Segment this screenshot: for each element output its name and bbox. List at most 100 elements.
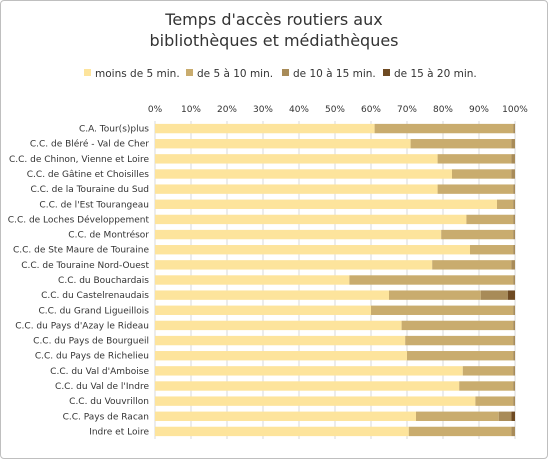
bar-segment-series-2 [462,366,514,376]
bar-segment-series-2 [441,229,514,240]
bar-segment-series-1 [155,229,442,240]
chart-title-line-1: Temps d'accès routiers aux [165,10,383,29]
bar-segment-series-3 [513,184,515,194]
bar-segment-series-1 [155,411,416,421]
legend-label-5-a-10-min: de 5 à 10 min. [197,68,274,80]
bar-segment-series-2 [410,139,512,149]
bar-segment-series-1 [155,139,411,149]
chart-legend: moins de 5 min. de 5 à 10 min. de 10 à 1… [0,68,548,84]
legend-item-moins-de-5-min: moins de 5 min. [84,68,180,80]
category-label: C.C. du Val d'Amboise [50,367,149,377]
category-label: C.C. de Loches Développement [8,214,150,225]
legend-label-10-a-15-min: de 10 à 15 min. [293,68,376,80]
bar-segment-series-1 [155,123,375,134]
bar-segment-series-1 [155,426,409,437]
bar-segment-series-3 [511,426,515,437]
bar-segment-series-2 [407,351,514,361]
bar-segment-series-2 [459,381,514,391]
bar-segment-series-2 [470,245,514,255]
category-label: C.C. du Grand Ligueillois [38,306,149,316]
bar-segment-series-2 [432,260,512,270]
bar-segment-series-1 [155,320,402,331]
category-label: C.C. du Pays de Richelieu [35,352,149,362]
bar-segment-series-2 [497,199,514,209]
chart-title: Temps d'accès routiers aux bibliothèques… [0,9,548,51]
legend-label-moins-de-5-min: moins de 5 min. [95,68,180,80]
bar-segment-series-1 [155,275,350,285]
category-label: C.C. Pays de Racan [63,412,149,422]
bar-segment-series-2 [475,396,514,406]
x-tick-label: 60% [361,105,381,115]
category-label: C.C. du Castelrenaudais [41,291,149,301]
x-tick-label: 0% [148,105,163,115]
bar-segment-series-2 [401,320,514,331]
category-label: C.C. du Val de l'Indre [55,382,149,392]
x-tick-label: 20% [217,105,237,115]
category-label: C.A. Tour(s)plus [79,125,149,135]
x-tick-label: 50% [325,105,345,115]
x-tick-label: 10% [181,105,201,115]
category-label: C.C. du Vouvrillon [69,397,149,407]
bar-segment-series-1 [155,351,407,361]
bar-segment-series-1 [155,366,463,376]
bar-segment-series-3 [513,305,515,315]
bar-segment-series-3 [513,381,515,391]
legend-swatch-15-a-20-min [383,69,390,76]
bar-segment-series-3 [513,245,515,255]
bar-segment-series-3 [511,169,515,179]
x-tick-label: 30% [253,105,273,115]
bar-segment-series-1 [155,396,476,406]
bar-segment-series-3 [513,229,515,240]
x-tick-label: 70% [397,105,417,115]
bar-segment-series-3 [513,366,515,376]
legend-label-15-a-20-min: de 15 à 20 min. [394,68,477,80]
category-label: C.C. de Chinon, Vienne et Loire [9,155,149,165]
legend-swatch-moins-de-5-min [84,69,91,76]
bar-segment-series-2 [437,154,512,164]
category-label: C.C. du Pays de Bourgueil [33,337,149,347]
category-label: C.C. de Montrésor [68,230,149,241]
bar-segment-series-2 [374,123,514,134]
bar-segment-series-4 [511,411,515,421]
x-tick-label: 90% [469,105,489,115]
category-label: Indre et Loire [89,427,149,437]
bar-segment-series-3 [513,123,515,134]
bar-segment-series-1 [155,199,497,209]
bar-segment-series-3 [513,214,515,225]
bar-segment-series-2 [416,411,499,421]
bar-segment-series-1 [155,381,460,391]
bar-segment-series-1 [155,154,438,164]
bar-segment-series-3 [513,275,515,285]
bar-segment-series-3 [511,154,515,164]
bar-segment-series-3 [513,351,515,361]
category-label: C.C. de Touraine Nord-Ouest [21,261,149,271]
x-tick-label: 80% [433,105,453,115]
bar-segment-series-3 [513,396,515,406]
bar-segment-series-1 [155,169,452,179]
bar-segment-series-2 [437,184,514,194]
bar-segment-series-4 [507,290,515,300]
bar-segment-series-3 [513,199,515,209]
bar-segment-series-3 [513,335,515,346]
bar-segment-series-3 [511,139,515,149]
bar-segment-series-2 [389,290,481,300]
bar-segment-series-3 [513,320,515,331]
x-tick-label: 100% [502,105,528,115]
category-label: C.C. du Bouchardais [58,276,149,286]
x-tick-label: 40% [289,105,309,115]
category-label: C.C. de Ste Maure de Touraine [13,246,149,256]
bar-segment-series-2 [408,426,512,437]
bar-segment-series-2 [349,275,514,285]
bar-segment-series-2 [405,335,514,346]
bar-segment-series-1 [155,214,467,225]
bar-segment-series-3 [498,411,512,421]
category-label: C.C. de l'Est Tourangeau [39,200,149,210]
bar-segment-series-1 [155,245,470,255]
bar-segment-series-1 [155,260,433,270]
bar-segment-series-1 [155,335,406,346]
legend-item-15-a-20-min: de 15 à 20 min. [383,68,477,80]
bar-segment-series-3 [511,260,515,270]
legend-swatch-5-a-10-min [186,69,193,76]
category-label: C.C. de la Touraine du Sud [30,185,149,195]
